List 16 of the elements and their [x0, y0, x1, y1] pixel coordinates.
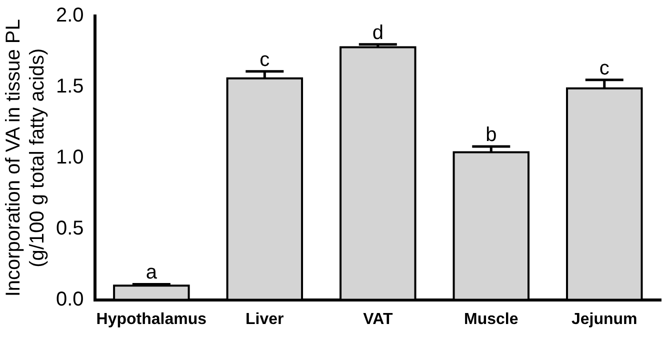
- annotation: c: [599, 57, 610, 80]
- annotation: a: [146, 262, 158, 284]
- annotation: d: [372, 22, 384, 44]
- y-tick-label: 1.5: [56, 75, 84, 98]
- y-tick-label: 0.0: [56, 288, 84, 310]
- y-tick-label: 0.5: [56, 217, 84, 240]
- x-tick-label: Muscle: [464, 310, 518, 328]
- x-tick-label: Jejunum: [571, 310, 638, 328]
- x-tick-label: Hypothalamus: [96, 310, 207, 328]
- y-axis-title: Incorporation of VA in tissue PL (g/100 g total fatty acids): [2, 19, 49, 297]
- y-tick-label: 2.0: [56, 4, 84, 27]
- y-tick-label: 1.0: [56, 146, 84, 168]
- x-tick-label: Liver: [246, 310, 284, 328]
- annotation: b: [486, 124, 497, 146]
- annotation: c: [260, 48, 270, 71]
- x-tick-label: VAT: [363, 310, 393, 328]
